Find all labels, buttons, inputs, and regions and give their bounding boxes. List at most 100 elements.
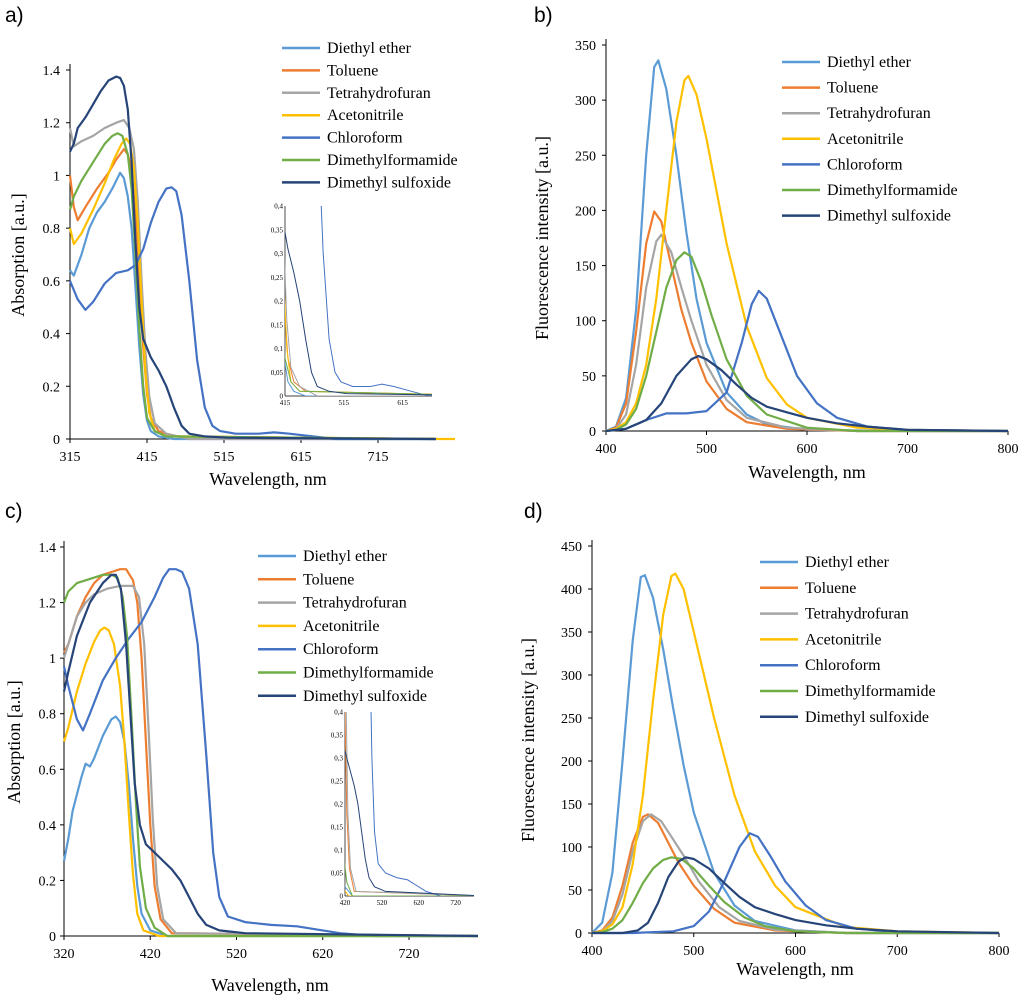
series-line [605,354,1009,433]
x-axis-title: Wavelength, nm [736,959,854,979]
series-line [591,813,999,935]
y-tick-label: 0.4 [39,819,57,834]
y-tick-label: 0.8 [39,708,57,723]
y-tick-label: 150 [575,260,596,275]
series-line [62,568,478,938]
series-line [62,715,478,938]
chart-panel: b) 0 50 100 150 200 250 300 350 400 500 600 700 800 Wa… [532,4,1019,482]
inset-y-tick-label: 0,3 [334,755,343,763]
series-line [68,119,436,441]
x-tick-label: 620 [312,947,333,962]
series-line [62,626,478,938]
x-tick-label: 315 [60,450,81,465]
inset-y-tick-label: 0,15 [271,321,284,329]
chart-panel: a) 0 0.2 0.4 0.6 0.8 1 1.2 1.4 315 415 515 615 715 Wav… [5,4,458,489]
y-tick-label: 0.6 [43,275,61,290]
legend-label: Dimethyl sulfoxide [805,709,929,726]
series-line [591,574,999,935]
chart-panel: c) 0 0.2 0.4 0.6 0.8 1 1.2 1.4 320 420 520 620 720 Wav… [4,500,479,995]
series-line [605,233,1008,433]
y-tick-label: 350 [575,39,596,54]
legend-label: Diethyl ether [805,554,890,571]
y-tick-label: 400 [561,583,582,598]
x-tick-label: 800 [998,442,1019,457]
y-tick-label: 250 [561,712,582,727]
inset-y-tick-label: 0,35 [271,226,284,234]
legend-label: Tetrahydrofuran [327,85,431,102]
x-axis-title: Wavelength, nm [211,975,329,995]
y-tick-label: 0.4 [43,328,61,343]
legend-label: Toluene [827,80,878,97]
legend-label: Chloroform [827,156,903,173]
inset-series-line [285,348,432,395]
x-tick-label: 415 [137,450,158,465]
inset-x-tick-label: 515 [339,399,350,407]
legend-label: Tetrahydrofuran [303,595,407,612]
inset-chart: 0 0,05 0,1 0,15 0,2 0,25 0,3 0,35 0,4 420 520 620 72… [331,709,474,907]
x-tick-label: 320 [54,947,75,962]
legend-label: Acetonitrile [805,631,881,648]
x-axis-title: Wavelength, nm [748,462,866,482]
legend-label: Diethyl ether [303,548,388,565]
x-tick-label: 700 [897,442,918,457]
inset-y-tick-label: 0,05 [271,369,284,377]
series-line [68,186,436,441]
inset-chart: 0 0,05 0,1 0,15 0,2 0,25 0,3 0,35 0,4 415 515 615 [271,203,432,407]
x-tick-label: 800 [989,944,1010,959]
legend-label: Chloroform [303,641,379,658]
y-tick-label: 100 [575,315,596,330]
inset-y-tick-label: 0 [340,893,344,901]
y-tick-label: 450 [561,540,582,555]
inset-y-tick-label: 0,1 [334,847,343,855]
inset-y-tick-label: 0,25 [271,274,284,282]
series-line [591,572,1000,935]
series-line [605,210,1008,433]
series-line [605,74,1009,433]
legend-label: Dimethylformamide [827,182,958,199]
x-axis-title: Wavelength, nm [209,469,327,489]
legend-label: Toluene [303,571,354,588]
y-tick-label: 1.2 [39,597,57,612]
y-tick-label: 0 [53,433,60,448]
y-tick-label: 300 [561,669,582,684]
legend-label: Acetonitrile [827,131,903,148]
y-tick-label: 300 [575,94,596,109]
inset-x-tick-label: 620 [413,899,424,907]
x-tick-label: 600 [785,944,806,959]
legend-label: Diethyl ether [827,54,912,71]
legend-label: Dimethylformamide [805,683,936,700]
panel-letter: b) [534,4,553,27]
inset-series-line [285,229,432,396]
inset-y-tick-label: 0,3 [274,250,283,258]
legend-label: Dimethylformamide [303,665,434,682]
legend-label: Dimethylformamide [327,152,458,169]
series-line [605,251,1008,433]
inset-series-line [370,712,474,896]
x-tick-label: 400 [582,944,603,959]
legend-label: Diethyl ether [327,40,412,57]
series-line [592,856,1000,935]
legend-label: Toluene [327,62,378,79]
y-axis-title: Fluorescence intensity [a.u.] [532,136,552,340]
inset-x-tick-label: 720 [450,899,461,907]
inset-series-line [345,712,474,896]
y-tick-label: 0 [575,927,582,942]
legend-label: Dimethyl sulfoxide [303,688,427,705]
inset-series-line [320,206,432,396]
series-line [605,289,1009,433]
legend-label: Tetrahydrofuran [805,606,909,623]
x-tick-label: 520 [226,947,247,962]
y-axis-title: Absorption [a.u.] [8,193,28,316]
y-tick-label: 200 [561,755,582,770]
y-tick-label: 50 [582,370,596,385]
y-tick-label: 0.8 [43,222,61,237]
inset-y-tick-label: 0 [280,393,284,401]
y-tick-label: 1 [49,652,56,667]
series-line [591,813,999,935]
series-line [63,568,479,938]
y-tick-label: 150 [561,798,582,813]
series-line [592,832,1000,935]
x-tick-label: 700 [887,944,908,959]
y-tick-label: 1.2 [43,117,61,132]
series-line [62,584,479,938]
